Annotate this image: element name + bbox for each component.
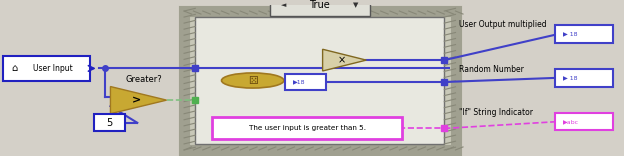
Text: The user input is greater than 5.: The user input is greater than 5. — [249, 125, 366, 132]
FancyBboxPatch shape — [555, 113, 613, 130]
Text: >: > — [132, 95, 141, 105]
FancyBboxPatch shape — [3, 56, 90, 81]
FancyBboxPatch shape — [195, 17, 444, 144]
Text: User Input: User Input — [33, 64, 73, 73]
Text: ▶18: ▶18 — [293, 80, 305, 85]
FancyBboxPatch shape — [555, 25, 613, 43]
Text: ▼: ▼ — [353, 2, 359, 8]
Text: True: True — [310, 0, 330, 10]
Text: ◄: ◄ — [281, 2, 286, 8]
Text: ⌂: ⌂ — [11, 63, 17, 73]
Text: User Output multiplied: User Output multiplied — [459, 20, 546, 29]
Text: ▶ 18: ▶ 18 — [563, 32, 578, 37]
FancyBboxPatch shape — [184, 11, 456, 150]
FancyBboxPatch shape — [555, 69, 613, 87]
FancyBboxPatch shape — [212, 117, 402, 139]
Text: 5: 5 — [106, 118, 112, 128]
Polygon shape — [323, 49, 366, 71]
Circle shape — [222, 73, 284, 88]
Text: Greater?: Greater? — [125, 75, 162, 84]
Polygon shape — [110, 87, 167, 114]
FancyBboxPatch shape — [270, 0, 369, 16]
Text: ▶abc: ▶abc — [563, 119, 580, 124]
Text: "If" String Indicator: "If" String Indicator — [459, 108, 533, 117]
FancyBboxPatch shape — [285, 74, 326, 90]
Text: ⚄: ⚄ — [248, 76, 258, 85]
Text: ×: × — [337, 55, 346, 65]
Text: ▶ 18: ▶ 18 — [563, 75, 578, 80]
FancyBboxPatch shape — [94, 115, 125, 131]
Text: Random Number: Random Number — [459, 65, 524, 74]
